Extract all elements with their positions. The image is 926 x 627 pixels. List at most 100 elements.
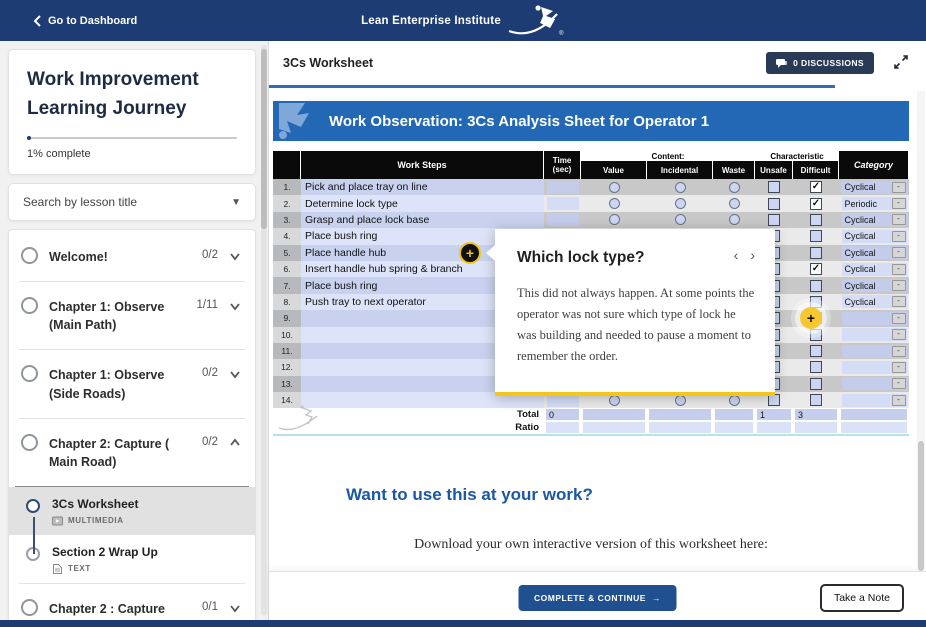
chapter-count: 1/11 bbox=[196, 299, 218, 312]
sidebar-lesson-section-2-wrap-up[interactable]: Section 2 Wrap Up TEXT bbox=[9, 535, 255, 583]
category-dropdown-button[interactable]: - bbox=[891, 378, 906, 390]
waste-radio[interactable] bbox=[728, 214, 740, 226]
value-radio[interactable] bbox=[608, 198, 620, 210]
waste-radio[interactable] bbox=[728, 198, 740, 210]
difficult-cell bbox=[793, 392, 839, 409]
time-value-box bbox=[546, 197, 579, 211]
incidental-cell bbox=[647, 179, 713, 196]
chapter-divider bbox=[19, 349, 245, 351]
sidebar-chapter-5[interactable]: Chapter 2 : Capture (Side Road) 0/1 bbox=[9, 584, 255, 620]
ratio-cell bbox=[544, 421, 581, 435]
incidental-radio[interactable] bbox=[674, 394, 686, 406]
sidebar-chapter-3[interactable]: Chapter 1: Observe (Side Roads) 0/2 bbox=[9, 350, 255, 417]
incidental-radio[interactable] bbox=[674, 181, 686, 193]
difficult-checkbox[interactable] bbox=[810, 213, 822, 226]
unsafe-checkbox[interactable] bbox=[768, 394, 780, 407]
value-radio[interactable] bbox=[608, 214, 620, 226]
category-dropdown-button[interactable]: - bbox=[891, 230, 906, 242]
category-dropdown-button[interactable]: - bbox=[891, 345, 906, 357]
discussions-label: 0 DISCUSSIONS bbox=[793, 58, 864, 68]
ratio-cell bbox=[755, 421, 793, 435]
header-work-steps: Work Steps bbox=[301, 151, 544, 179]
category-box: - bbox=[841, 344, 907, 358]
worksheet-gap bbox=[273, 141, 909, 151]
difficult-checkbox[interactable] bbox=[810, 345, 822, 358]
popup-next-icon[interactable]: › bbox=[750, 247, 755, 263]
lei-logo: Lean Enterprise Institute ® bbox=[361, 0, 565, 41]
category-dropdown-button[interactable]: - bbox=[891, 361, 906, 373]
complete-continue-button[interactable]: COMPLETE & CONTINUE → bbox=[518, 585, 677, 611]
row-number: 13. bbox=[273, 375, 301, 393]
row-number: 14. bbox=[273, 392, 301, 409]
lesson-status-circle bbox=[26, 498, 40, 513]
work-step-cell bbox=[301, 310, 544, 327]
category-dropdown-button[interactable]: - bbox=[891, 280, 906, 292]
fullscreen-expand-icon[interactable] bbox=[892, 54, 910, 72]
hotspot-plus-row2[interactable]: + bbox=[459, 242, 481, 264]
value-radio[interactable] bbox=[608, 394, 620, 406]
category-dropdown-button[interactable]: - bbox=[891, 329, 906, 341]
lesson-search-select[interactable]: Search by lesson title ▼ bbox=[8, 183, 256, 221]
lesson-title: 3Cs Worksheet bbox=[52, 496, 139, 511]
difficult-checkbox[interactable]: ✓ bbox=[810, 181, 822, 194]
main-scrollbar-thumb[interactable] bbox=[918, 441, 924, 571]
main-scrollbar[interactable] bbox=[917, 91, 925, 571]
total-cell bbox=[839, 408, 909, 422]
waste-radio[interactable] bbox=[728, 181, 740, 193]
difficult-checkbox[interactable] bbox=[810, 328, 822, 341]
category-cell: - bbox=[839, 310, 909, 327]
difficult-checkbox[interactable] bbox=[810, 377, 822, 390]
unsafe-checkbox[interactable] bbox=[768, 213, 780, 226]
sidebar-chapter-2[interactable]: Chapter 1: Observe (Main Path) 1/11 bbox=[9, 282, 255, 349]
arrow-right-icon: → bbox=[651, 593, 661, 603]
category-dropdown-button[interactable]: - bbox=[891, 181, 906, 193]
lesson-meta: TEXT bbox=[52, 563, 158, 574]
category-dropdown-button[interactable]: - bbox=[891, 214, 906, 226]
incidental-radio[interactable] bbox=[674, 198, 686, 210]
work-step-cell: Pick and place tray on line bbox=[301, 179, 544, 196]
go-to-dashboard-link[interactable]: Go to Dashboard bbox=[33, 15, 137, 27]
category-dropdown-button[interactable]: - bbox=[891, 198, 906, 210]
difficult-checkbox[interactable] bbox=[810, 279, 822, 292]
time-cell[interactable] bbox=[544, 179, 581, 196]
difficult-checkbox[interactable]: ✓ bbox=[810, 263, 822, 276]
category-dropdown-button[interactable]: - bbox=[891, 263, 906, 275]
sidebar-chapter-1[interactable]: Welcome! 0/2 bbox=[9, 232, 255, 281]
sidebar-chapter-4[interactable]: Chapter 2: Capture ( Main Road) 0/2 bbox=[9, 419, 255, 486]
time-value-box bbox=[546, 393, 579, 407]
difficult-checkbox[interactable] bbox=[810, 361, 822, 374]
difficult-checkbox[interactable] bbox=[810, 246, 822, 259]
total-value: 0 bbox=[546, 409, 579, 421]
category-dropdown-button[interactable]: - bbox=[891, 312, 906, 324]
waste-radio[interactable] bbox=[728, 394, 740, 406]
category-cell: Cyclical - bbox=[839, 179, 909, 196]
unsafe-checkbox[interactable] bbox=[768, 197, 780, 210]
chapter-divider bbox=[19, 281, 245, 283]
difficult-checkbox[interactable] bbox=[810, 394, 822, 407]
difficult-checkbox[interactable]: ✓ bbox=[810, 197, 822, 210]
time-value-box bbox=[546, 213, 579, 227]
discussions-button[interactable]: 0 DISCUSSIONS bbox=[766, 52, 874, 74]
category-dropdown-button[interactable]: - bbox=[891, 394, 906, 406]
sidebar-scrollbar-thumb[interactable] bbox=[261, 49, 267, 229]
hotspot-plus-row6[interactable]: + bbox=[800, 307, 822, 329]
unsafe-checkbox[interactable] bbox=[768, 181, 780, 194]
popup-prev-icon[interactable]: ‹ bbox=[733, 247, 739, 263]
incidental-radio[interactable] bbox=[674, 214, 686, 226]
chevron-down-icon bbox=[230, 371, 240, 379]
take-a-note-button[interactable]: Take a Note bbox=[819, 584, 904, 612]
time-cell[interactable] bbox=[544, 211, 581, 229]
time-cell[interactable] bbox=[544, 195, 581, 212]
category-dropdown-button[interactable]: - bbox=[891, 296, 906, 308]
header-category: Category bbox=[839, 151, 909, 179]
time-cell[interactable] bbox=[544, 392, 581, 409]
chapter-count: 0/2 bbox=[202, 249, 218, 261]
total-cell: 3 bbox=[793, 408, 839, 422]
difficult-checkbox[interactable] bbox=[810, 230, 822, 243]
sidebar-lesson-3cs-worksheet[interactable]: 3Cs Worksheet MULTIMEDIA bbox=[9, 486, 255, 535]
lei-logo-text: Lean Enterprise Institute bbox=[361, 14, 501, 27]
category-dropdown-button[interactable]: - bbox=[891, 247, 906, 259]
value-cell bbox=[581, 211, 647, 229]
value-radio[interactable] bbox=[608, 181, 620, 193]
sidebar-scrollbar[interactable] bbox=[261, 45, 267, 615]
